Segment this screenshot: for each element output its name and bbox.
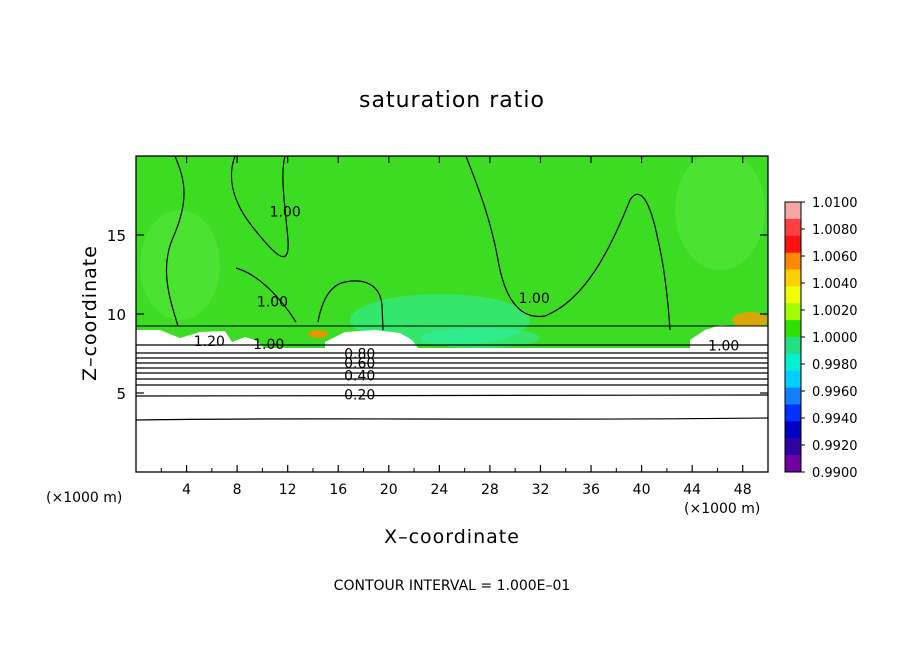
colorbar-swatch [785, 455, 801, 473]
contour-line [317, 280, 384, 331]
contour-line [136, 394, 768, 397]
cloud-region-left [136, 330, 265, 348]
colorbar-swatch [785, 252, 801, 270]
colorbar-label: 1.0080 [812, 223, 858, 238]
colorbar-label: 0.9940 [812, 412, 858, 427]
field-patch [140, 210, 220, 320]
contour-line [230, 156, 289, 258]
colorbar: 1.0100 1.0080 1.0060 1.0040 1.0020 1.0000 0.99… [784, 196, 858, 481]
field-patch [420, 328, 540, 348]
y-axis-ticks: 5 10 15 [107, 227, 768, 403]
colorbar-swatch [785, 286, 801, 304]
colorbar-label: 1.0100 [812, 196, 858, 211]
contour-label: 1.20 [194, 334, 225, 350]
x-tick-label: 40 [633, 482, 651, 498]
colorbar-label: 1.0060 [812, 250, 858, 265]
x-tick-label: 32 [532, 482, 550, 498]
x-tick-label: 48 [734, 482, 752, 498]
colorbar-label: 0.9920 [812, 439, 858, 454]
colorbar-label: 1.0020 [812, 304, 858, 319]
contour-line [165, 156, 185, 327]
colorbar-swatch [785, 202, 801, 220]
x-tick-label: 44 [683, 482, 701, 498]
contour-label: 1.00 [519, 291, 550, 307]
colorbar-label: 0.9960 [812, 385, 858, 400]
x-tick-label: 24 [430, 482, 448, 498]
colorbar-swatch [785, 421, 801, 439]
x-tick-label: 12 [279, 482, 297, 498]
contour-label: 1.00 [253, 337, 284, 353]
contour-line [235, 267, 297, 323]
field-layer [136, 156, 768, 472]
contour-label: 1.00 [270, 204, 301, 220]
x-tick-label: 4 [182, 482, 191, 498]
x-axis-ticks: 4 8 12 16 20 24 28 32 36 40 44 48 [160, 156, 752, 498]
cloud-region-right [690, 325, 768, 348]
contour-labels: 1.00 1.00 1.00 1.20 1.00 0.800.600.40 0.20 1.00 [194, 204, 740, 404]
x-axis-label: X–coordinate [384, 526, 520, 548]
colorbar-swatch [785, 438, 801, 456]
colorbar-swatch [785, 404, 801, 422]
contour-label: 0.20 [344, 388, 375, 404]
colorbar-label: 0.9900 [812, 466, 858, 481]
field-patch [308, 330, 328, 338]
contour-line [136, 417, 768, 421]
contour-interval-note: CONTOUR INTERVAL = 1.000E–01 [333, 578, 571, 594]
contour-line [465, 156, 671, 331]
x-tick-label: 36 [582, 482, 600, 498]
subsaturated-region [136, 348, 768, 472]
x-unit-right: (×1000 m) [684, 501, 761, 517]
colorbar-swatch [785, 353, 801, 372]
contour-label: 0.40 [344, 369, 375, 385]
colorbar-swatch [785, 218, 801, 237]
x-tick-label: 16 [329, 482, 347, 498]
colorbar-swatch [785, 337, 801, 355]
colorbar-label: 0.9980 [812, 358, 858, 373]
field-patch [675, 156, 765, 270]
x-tick-label: 8 [233, 482, 242, 498]
colorbar-swatch [785, 370, 801, 389]
field-patch [732, 312, 768, 328]
colorbar-swatch [785, 387, 801, 405]
contour-lines [136, 156, 768, 421]
contour-label: 1.00 [708, 339, 739, 355]
cloud-region-center [325, 330, 418, 348]
x-tick-label: 20 [380, 482, 398, 498]
colorbar-label: 1.0040 [812, 277, 858, 292]
colorbar-swatch [785, 269, 801, 287]
colorbar-swatch [785, 303, 801, 321]
contour-label: 1.00 [257, 294, 288, 310]
x-unit-left: (×1000 m) [46, 490, 123, 506]
colorbar-swatch [785, 235, 801, 254]
colorbar-label: 1.0000 [812, 331, 858, 346]
chart-title: saturation ratio [359, 88, 545, 113]
colorbar-swatch [785, 320, 801, 338]
contour-label: 0.60 [344, 356, 375, 372]
y-tick-label: 5 [116, 385, 126, 403]
x-tick-label: 28 [481, 482, 499, 498]
y-tick-label: 10 [107, 306, 126, 324]
y-tick-label: 15 [107, 227, 126, 245]
contour-label: 0.80 [344, 347, 375, 363]
